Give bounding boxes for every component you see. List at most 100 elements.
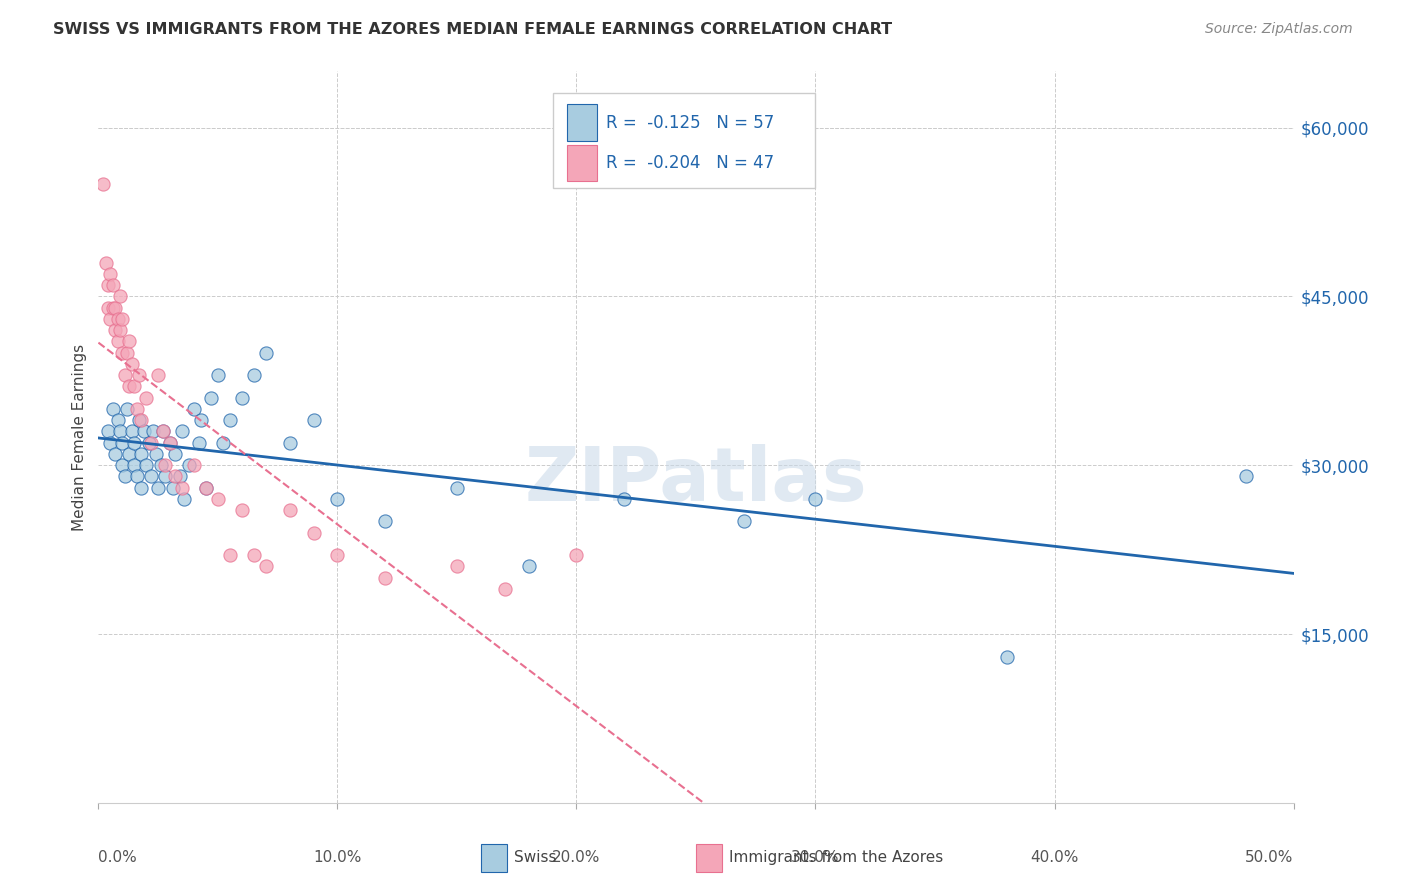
Point (152, 425, 174, 439)
Text: Swiss: Swiss (515, 850, 557, 865)
Point (115, 401, 138, 416)
Point (128, 413, 150, 427)
Point (326, 491, 349, 506)
Text: 50.0%: 50.0% (1246, 850, 1294, 865)
Text: Source: ZipAtlas.com: Source: ZipAtlas.com (1205, 22, 1353, 37)
Point (145, 447, 167, 461)
Point (104, 301, 127, 315)
Point (125, 469, 148, 483)
Point (124, 458, 146, 473)
Point (101, 401, 124, 416)
Point (149, 458, 172, 473)
Point (107, 334, 129, 349)
Point (278, 435, 301, 450)
Point (1234, 469, 1257, 483)
Point (131, 447, 153, 461)
Point (111, 458, 134, 473)
Point (494, 582, 516, 596)
Point (128, 368, 150, 383)
Text: R =  -0.125   N = 57: R = -0.125 N = 57 (606, 113, 775, 131)
Point (163, 447, 186, 461)
Point (219, 413, 242, 427)
Point (231, 391, 253, 405)
Point (172, 481, 194, 495)
Point (195, 481, 218, 495)
Point (190, 413, 212, 427)
Point (124, 379, 146, 393)
Point (121, 425, 143, 439)
Point (114, 368, 136, 383)
FancyBboxPatch shape (567, 145, 596, 181)
Point (132, 425, 155, 439)
Point (142, 425, 165, 439)
Point (118, 334, 141, 349)
Point (733, 515, 755, 529)
Point (278, 503, 301, 517)
Point (231, 503, 253, 517)
Point (183, 458, 205, 473)
Point (125, 401, 148, 416)
Point (98, 435, 122, 450)
Point (138, 435, 160, 450)
Point (243, 548, 266, 562)
Text: 40.0%: 40.0% (1031, 850, 1078, 865)
Point (169, 469, 191, 483)
FancyBboxPatch shape (567, 104, 596, 141)
Point (135, 458, 157, 473)
Point (155, 458, 177, 473)
Point (94, 255, 117, 269)
Point (159, 435, 181, 450)
Text: 0.0%: 0.0% (98, 850, 138, 865)
Point (254, 345, 277, 359)
Point (152, 425, 174, 439)
Text: 10.0%: 10.0% (314, 850, 361, 865)
Point (195, 481, 218, 495)
Point (91, 177, 114, 191)
Point (111, 435, 134, 450)
Point (121, 357, 143, 371)
Point (108, 289, 131, 303)
Point (101, 301, 124, 315)
Point (159, 435, 181, 450)
Point (108, 425, 131, 439)
Y-axis label: Median Female Earnings: Median Female Earnings (72, 343, 87, 531)
Point (107, 413, 129, 427)
Text: R =  -0.204   N = 47: R = -0.204 N = 47 (606, 153, 775, 172)
Point (172, 425, 194, 439)
Point (804, 491, 827, 506)
Point (101, 278, 124, 293)
Point (163, 469, 186, 483)
Point (97, 301, 120, 315)
Point (131, 413, 153, 427)
Point (446, 559, 468, 574)
Point (374, 515, 396, 529)
Point (179, 458, 201, 473)
Point (613, 491, 636, 506)
Point (107, 312, 129, 326)
Point (118, 447, 141, 461)
Text: 30.0%: 30.0% (792, 850, 839, 865)
FancyBboxPatch shape (553, 94, 815, 188)
Point (111, 312, 134, 326)
Point (302, 413, 325, 427)
Point (302, 525, 325, 540)
Point (187, 435, 209, 450)
Point (118, 379, 141, 393)
Point (211, 435, 233, 450)
FancyBboxPatch shape (481, 845, 508, 872)
Point (148, 481, 170, 495)
Point (162, 481, 184, 495)
Point (326, 548, 349, 562)
Point (111, 345, 134, 359)
Point (207, 368, 229, 383)
Point (98, 267, 122, 281)
Point (995, 649, 1018, 664)
Point (219, 548, 242, 562)
Point (243, 368, 266, 383)
Text: 20.0%: 20.0% (553, 850, 600, 865)
Point (124, 435, 146, 450)
Text: ZIPatlas: ZIPatlas (524, 444, 868, 517)
Point (115, 345, 138, 359)
Point (155, 469, 177, 483)
Point (131, 481, 153, 495)
